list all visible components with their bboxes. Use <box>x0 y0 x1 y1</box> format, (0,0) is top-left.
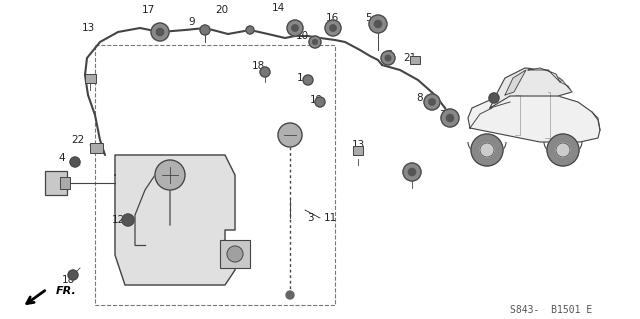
Text: 22: 22 <box>72 135 84 145</box>
Circle shape <box>489 93 499 103</box>
Text: 19: 19 <box>309 95 323 105</box>
Text: 5: 5 <box>365 13 371 23</box>
Bar <box>353 146 363 155</box>
Polygon shape <box>115 155 235 285</box>
Circle shape <box>309 36 321 48</box>
Bar <box>90 143 103 153</box>
Text: 14: 14 <box>271 3 285 13</box>
Text: 7: 7 <box>385 50 391 60</box>
Circle shape <box>303 75 313 85</box>
Circle shape <box>471 134 503 166</box>
Circle shape <box>381 51 395 65</box>
Text: 10: 10 <box>296 31 308 41</box>
Polygon shape <box>560 80 572 92</box>
Text: FR.: FR. <box>56 286 77 296</box>
Polygon shape <box>490 68 572 108</box>
Bar <box>410 56 420 64</box>
Text: 16: 16 <box>325 13 339 23</box>
Circle shape <box>424 94 440 110</box>
Circle shape <box>312 40 317 44</box>
Text: 11: 11 <box>323 213 337 223</box>
Circle shape <box>480 143 494 157</box>
Text: 2: 2 <box>49 183 55 193</box>
Bar <box>85 74 96 83</box>
Polygon shape <box>505 70 526 95</box>
Circle shape <box>260 67 270 77</box>
Circle shape <box>122 214 134 226</box>
Text: 13: 13 <box>351 140 365 150</box>
Circle shape <box>441 109 459 127</box>
Text: 18: 18 <box>61 275 75 285</box>
Text: 4: 4 <box>59 153 65 163</box>
Circle shape <box>156 28 164 36</box>
Polygon shape <box>468 92 600 142</box>
Circle shape <box>68 270 78 280</box>
Circle shape <box>556 143 570 157</box>
Circle shape <box>547 134 579 166</box>
Circle shape <box>447 115 454 122</box>
Circle shape <box>369 15 387 33</box>
Text: 8: 8 <box>417 93 423 103</box>
Circle shape <box>200 25 210 35</box>
Text: S843-  B1501 E: S843- B1501 E <box>510 305 592 315</box>
Text: 18: 18 <box>252 61 264 71</box>
Circle shape <box>155 160 185 190</box>
Text: 12: 12 <box>111 215 125 225</box>
Text: 9: 9 <box>189 17 195 27</box>
Text: 13: 13 <box>81 23 95 33</box>
Circle shape <box>278 123 302 147</box>
Circle shape <box>403 163 421 181</box>
Circle shape <box>292 25 298 31</box>
Bar <box>220 240 250 268</box>
Circle shape <box>286 291 294 299</box>
Circle shape <box>374 20 381 28</box>
Circle shape <box>70 157 80 167</box>
Text: 20: 20 <box>216 5 228 15</box>
Text: 21: 21 <box>403 53 417 63</box>
Text: 15: 15 <box>403 165 417 175</box>
Bar <box>95 45 335 305</box>
Circle shape <box>330 25 336 31</box>
Circle shape <box>315 97 325 107</box>
Circle shape <box>429 99 435 105</box>
Circle shape <box>227 246 243 262</box>
Text: 7: 7 <box>438 110 445 120</box>
Circle shape <box>246 26 254 34</box>
Text: 3: 3 <box>307 213 314 223</box>
Circle shape <box>408 168 415 175</box>
Text: 17: 17 <box>141 5 155 15</box>
Circle shape <box>287 20 303 36</box>
Bar <box>60 177 70 189</box>
Circle shape <box>385 55 391 61</box>
Circle shape <box>325 20 341 36</box>
Circle shape <box>151 23 169 41</box>
Polygon shape <box>528 68 560 82</box>
Text: 1: 1 <box>297 73 303 83</box>
Bar <box>45 171 67 195</box>
